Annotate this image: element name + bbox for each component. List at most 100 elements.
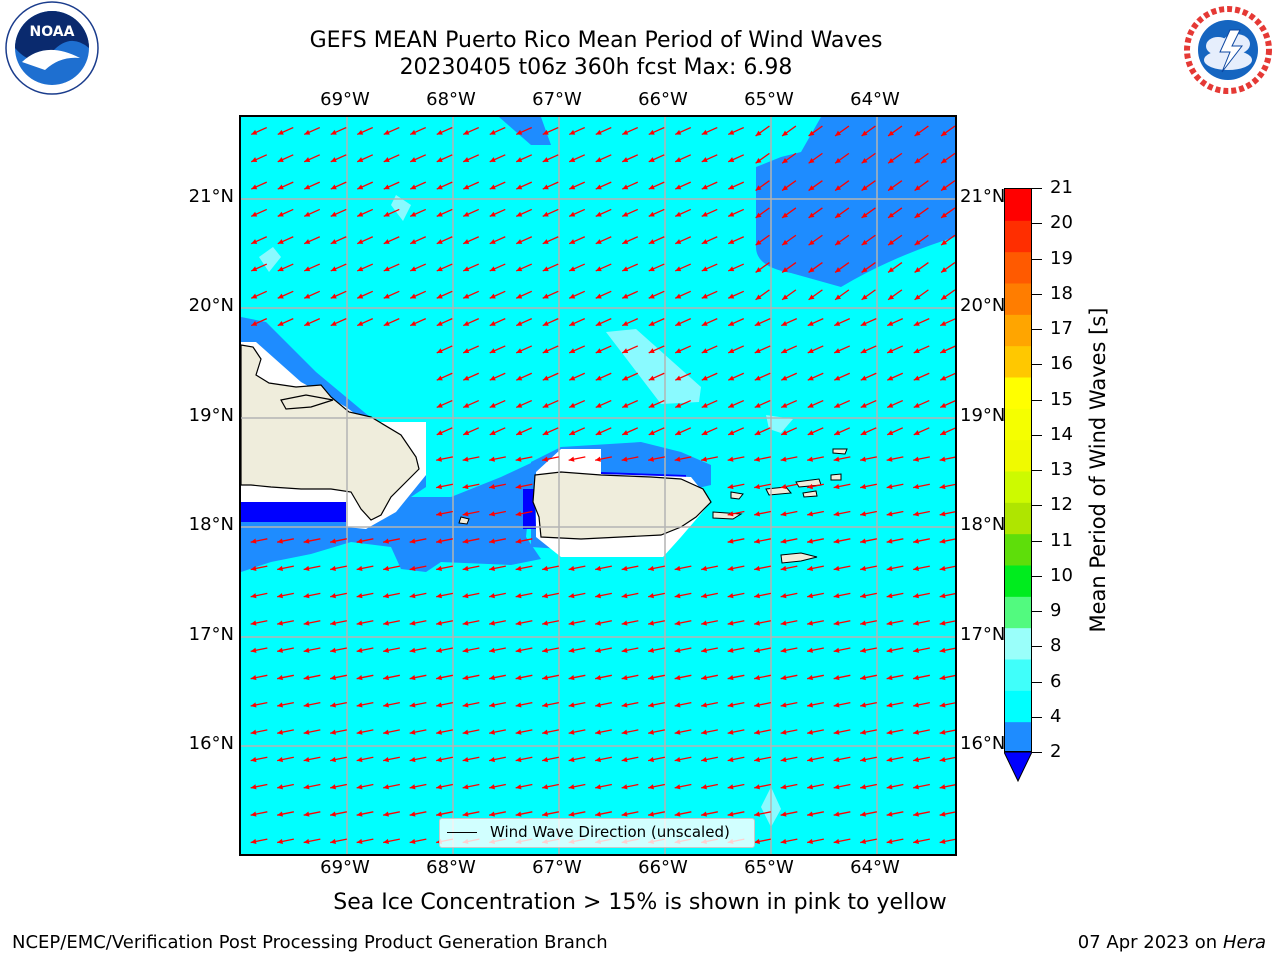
wind-wave-arrow-head	[489, 675, 495, 681]
wind-wave-arrow-head	[727, 620, 734, 626]
colorbar-tick-label: 6	[1050, 670, 1062, 692]
wind-wave-arrow-head	[888, 267, 894, 273]
wind-wave-arrow-head	[728, 375, 735, 381]
wind-wave-arrow-head	[913, 675, 919, 681]
wind-wave-arrow-head	[782, 212, 788, 218]
colorbar-tick	[1032, 716, 1042, 718]
wind-wave-arrow-head	[886, 675, 893, 681]
wind-wave-arrow-head	[913, 483, 919, 490]
wind-wave-arrow-head	[886, 784, 893, 790]
wind-wave-arrow-head	[860, 320, 867, 326]
wind-wave-arrow-head	[886, 647, 893, 653]
colorbar-tick	[1032, 399, 1042, 401]
wind-wave-arrow-head	[807, 702, 813, 708]
wind-wave-arrow-head	[515, 593, 522, 599]
wind-wave-arrow-head	[436, 402, 443, 408]
wind-wave-arrow-head	[250, 702, 257, 708]
wind-wave-arrow-head	[727, 565, 734, 571]
wind-wave-arrow-head	[888, 157, 894, 164]
wind-wave-arrow-head	[436, 538, 442, 544]
wind-wave-arrow-head	[595, 293, 602, 299]
wind-wave-arrow-head	[674, 756, 681, 763]
wind-wave-arrow-head	[542, 348, 549, 354]
wind-wave-arrow-head	[357, 184, 364, 190]
wind-wave-arrow-head	[595, 157, 602, 162]
wind-wave-arrow-head	[436, 293, 443, 299]
wind-wave-arrow-head	[383, 729, 389, 735]
wind-wave-arrow-head	[330, 620, 336, 626]
wind-wave-arrow-head	[860, 756, 866, 763]
wind-wave-arrow-head	[781, 348, 788, 354]
wind-wave-arrow-head	[436, 729, 442, 735]
colorbar-segment	[1005, 659, 1031, 691]
wind-wave-arrow-head	[674, 729, 681, 735]
wind-wave-arrow-head	[675, 348, 682, 354]
wind-wave-arrow-head	[621, 729, 628, 735]
wind-wave-arrow-head	[835, 130, 841, 136]
wind-wave-arrow-head	[595, 375, 602, 381]
wind-wave-arrow-head	[357, 129, 364, 135]
wind-wave-arrow-head	[701, 702, 707, 708]
wind-wave-arrow-head	[489, 129, 496, 135]
wind-wave-arrow-head	[780, 565, 787, 571]
svg-text:NOAA: NOAA	[30, 24, 75, 40]
wind-wave-arrow-head	[277, 675, 283, 681]
wind-wave-arrow-head	[277, 811, 283, 817]
wind-wave-arrow-head	[542, 266, 549, 272]
wind-wave-arrow-head	[303, 838, 310, 844]
wind-wave-arrow-head	[780, 620, 787, 626]
wind-wave-arrow-head	[436, 239, 443, 244]
wind-wave-arrow-head	[569, 348, 576, 354]
wind-wave-arrow-head	[834, 402, 841, 408]
wind-wave-arrow-head	[754, 838, 760, 844]
wind-wave-arrow-head	[833, 620, 840, 626]
wind-wave-arrow-head	[277, 293, 284, 299]
wind-wave-arrow-head	[250, 620, 257, 626]
wind-wave-arrow-head	[860, 675, 866, 681]
wind-wave-arrow-head	[860, 729, 866, 735]
wind-wave-arrow-head	[277, 784, 283, 790]
wind-wave-arrow-head	[569, 157, 576, 162]
wind-wave-arrow-head	[383, 702, 389, 708]
chart-subtitle: 20230405 t06z 360h fcst Max: 6.98	[399, 55, 793, 80]
wind-wave-arrow-head	[489, 620, 495, 626]
wind-wave-arrow-head	[886, 538, 893, 544]
wind-wave-arrow-head	[356, 675, 363, 681]
wind-wave-arrow-head	[595, 456, 601, 462]
gridlines	[241, 117, 955, 854]
wind-wave-arrow-head	[489, 729, 495, 735]
wind-wave-arrow-head	[782, 185, 788, 191]
colorbar-segment	[1005, 251, 1031, 284]
wind-wave-arrow-head	[913, 430, 920, 435]
wind-wave-arrow-head	[755, 185, 762, 191]
wind-wave-arrow-head	[489, 375, 496, 381]
wind-wave-arrow-head	[807, 811, 813, 817]
wind-wave-arrow-head	[568, 456, 575, 462]
wind-wave-arrow-head	[250, 675, 257, 681]
map-canvas	[241, 117, 955, 854]
wind-wave-arrow-head	[888, 239, 894, 246]
wind-wave-arrow-head	[886, 811, 893, 817]
wind-wave-arrow-head	[542, 211, 549, 217]
wind-wave-arrow-head	[622, 211, 629, 217]
wind-wave-arrow-head	[330, 538, 336, 544]
wind-wave-arrow-head	[621, 593, 628, 599]
wind-wave-arrow-head	[755, 212, 762, 218]
wind-wave-arrow-head	[939, 675, 946, 681]
colorbar-tick-label: 2	[1050, 741, 1062, 762]
wind-wave-arrow-head	[436, 375, 443, 381]
wind-wave-arrow-head	[940, 320, 947, 326]
wind-wave-arrow-head	[489, 538, 495, 544]
wind-wave-arrow-head	[436, 647, 442, 653]
wind-wave-arrow-head	[568, 811, 575, 817]
wind-wave-arrow-head	[807, 375, 814, 381]
wind-wave-arrow-head	[304, 266, 311, 272]
wind-wave-arrow-head	[383, 320, 390, 326]
wind-wave-arrow-head	[648, 620, 654, 626]
wind-wave-arrow-head	[542, 129, 549, 135]
wind-wave-arrow-head	[780, 456, 787, 462]
wind-wave-arrow-head	[462, 511, 469, 517]
wind-wave-arrow-head	[515, 675, 522, 681]
wind-wave-arrow-head	[861, 239, 868, 246]
wind-wave-arrow-head	[542, 811, 548, 817]
